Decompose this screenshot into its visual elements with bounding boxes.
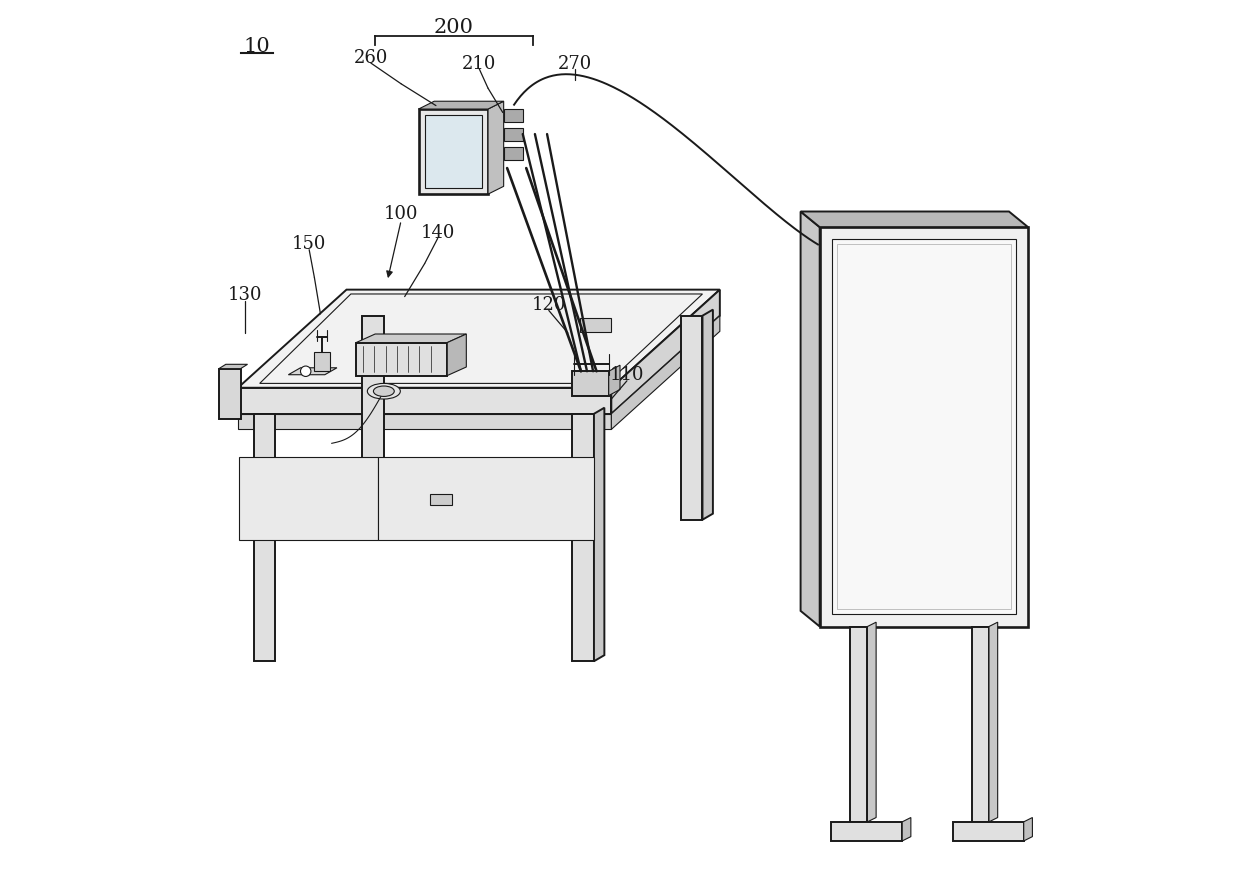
Text: 150: 150	[291, 235, 326, 253]
Text: 140: 140	[420, 224, 455, 242]
Polygon shape	[609, 365, 620, 395]
Polygon shape	[219, 364, 248, 368]
Polygon shape	[831, 822, 903, 841]
Polygon shape	[972, 626, 990, 822]
Text: 260: 260	[353, 49, 388, 67]
Polygon shape	[611, 315, 720, 429]
Polygon shape	[419, 109, 489, 194]
Polygon shape	[378, 457, 594, 540]
Polygon shape	[315, 352, 330, 371]
Text: 110: 110	[610, 366, 645, 384]
Polygon shape	[448, 334, 466, 375]
Polygon shape	[851, 626, 868, 822]
Polygon shape	[356, 334, 466, 342]
Text: 10: 10	[244, 37, 270, 56]
Polygon shape	[572, 414, 594, 661]
Polygon shape	[952, 822, 1024, 841]
Polygon shape	[362, 315, 384, 533]
Polygon shape	[868, 622, 877, 822]
Polygon shape	[289, 368, 337, 375]
Polygon shape	[832, 240, 1016, 614]
Ellipse shape	[373, 386, 394, 396]
Polygon shape	[238, 388, 611, 414]
Polygon shape	[1024, 818, 1033, 841]
Text: 200: 200	[433, 18, 474, 37]
Polygon shape	[419, 101, 503, 109]
Polygon shape	[239, 457, 378, 540]
Text: 130: 130	[228, 286, 262, 304]
Polygon shape	[801, 212, 1028, 227]
Polygon shape	[990, 622, 998, 822]
Polygon shape	[424, 115, 482, 188]
Polygon shape	[837, 245, 1011, 609]
Polygon shape	[254, 414, 275, 661]
Polygon shape	[259, 294, 703, 383]
Polygon shape	[219, 368, 241, 419]
Text: 120: 120	[532, 296, 565, 314]
Polygon shape	[594, 408, 604, 661]
Polygon shape	[503, 147, 523, 160]
Polygon shape	[503, 109, 523, 122]
Polygon shape	[611, 290, 720, 414]
Text: 100: 100	[384, 205, 418, 223]
Polygon shape	[903, 818, 911, 841]
Text: 270: 270	[558, 55, 591, 73]
Polygon shape	[820, 227, 1028, 626]
Text: 210: 210	[463, 55, 496, 73]
Polygon shape	[703, 309, 713, 520]
Polygon shape	[572, 371, 609, 395]
Polygon shape	[238, 414, 611, 429]
Polygon shape	[681, 315, 703, 520]
Polygon shape	[238, 290, 720, 388]
Polygon shape	[489, 101, 503, 194]
Circle shape	[300, 366, 311, 376]
Polygon shape	[801, 212, 820, 626]
Polygon shape	[503, 128, 523, 141]
Bar	[430, 494, 451, 504]
Ellipse shape	[367, 383, 401, 399]
Polygon shape	[580, 318, 611, 332]
Polygon shape	[356, 342, 448, 375]
